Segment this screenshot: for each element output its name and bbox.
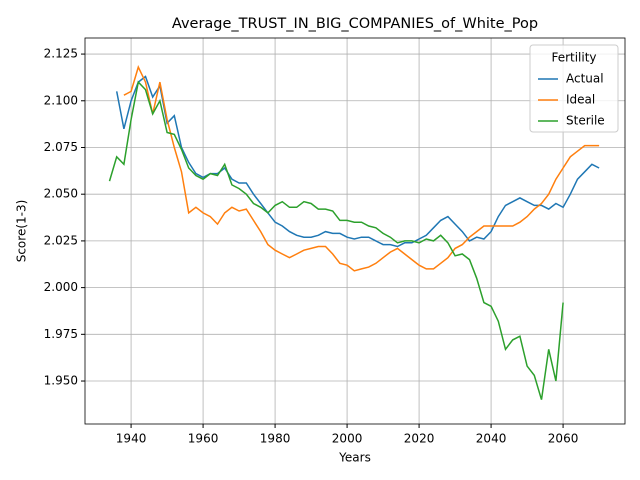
x-axis-label: Years bbox=[338, 451, 371, 465]
plot-frame bbox=[84, 37, 626, 425]
y-tick-label: 2.050 bbox=[44, 187, 78, 201]
line-series bbox=[115, 75, 600, 248]
legend-title: Fertility bbox=[551, 51, 596, 65]
legend-label: Ideal bbox=[566, 93, 595, 107]
y-tick-label: 2.125 bbox=[44, 47, 78, 61]
chart-title: Average_TRUST_IN_BIG_COMPANIES_of_White_… bbox=[172, 16, 538, 32]
x-tick-label: 2060 bbox=[548, 432, 579, 446]
y-tick-label: 1.975 bbox=[44, 327, 78, 341]
x-tick-label: 2020 bbox=[404, 432, 435, 446]
line-series bbox=[123, 65, 600, 272]
y-tick-label: 1.950 bbox=[44, 374, 78, 388]
x-tick-label: 1980 bbox=[260, 432, 291, 446]
x-tick-label: 2000 bbox=[332, 432, 363, 446]
x-tick-label: 2040 bbox=[476, 432, 507, 446]
y-tick-label: 2.075 bbox=[44, 140, 78, 154]
y-tick-label: 2.025 bbox=[44, 233, 78, 247]
legend-label: Actual bbox=[566, 72, 604, 86]
line-series bbox=[108, 80, 564, 400]
x-tick-label: 1940 bbox=[116, 432, 147, 446]
y-axis-label: Score(1-3) bbox=[15, 200, 29, 263]
x-tick-label: 1960 bbox=[188, 432, 219, 446]
legend-label: Sterile bbox=[566, 114, 605, 128]
legend-box bbox=[529, 44, 619, 133]
y-tick-label: 2.000 bbox=[44, 280, 78, 294]
y-tick-label: 2.100 bbox=[44, 93, 78, 107]
